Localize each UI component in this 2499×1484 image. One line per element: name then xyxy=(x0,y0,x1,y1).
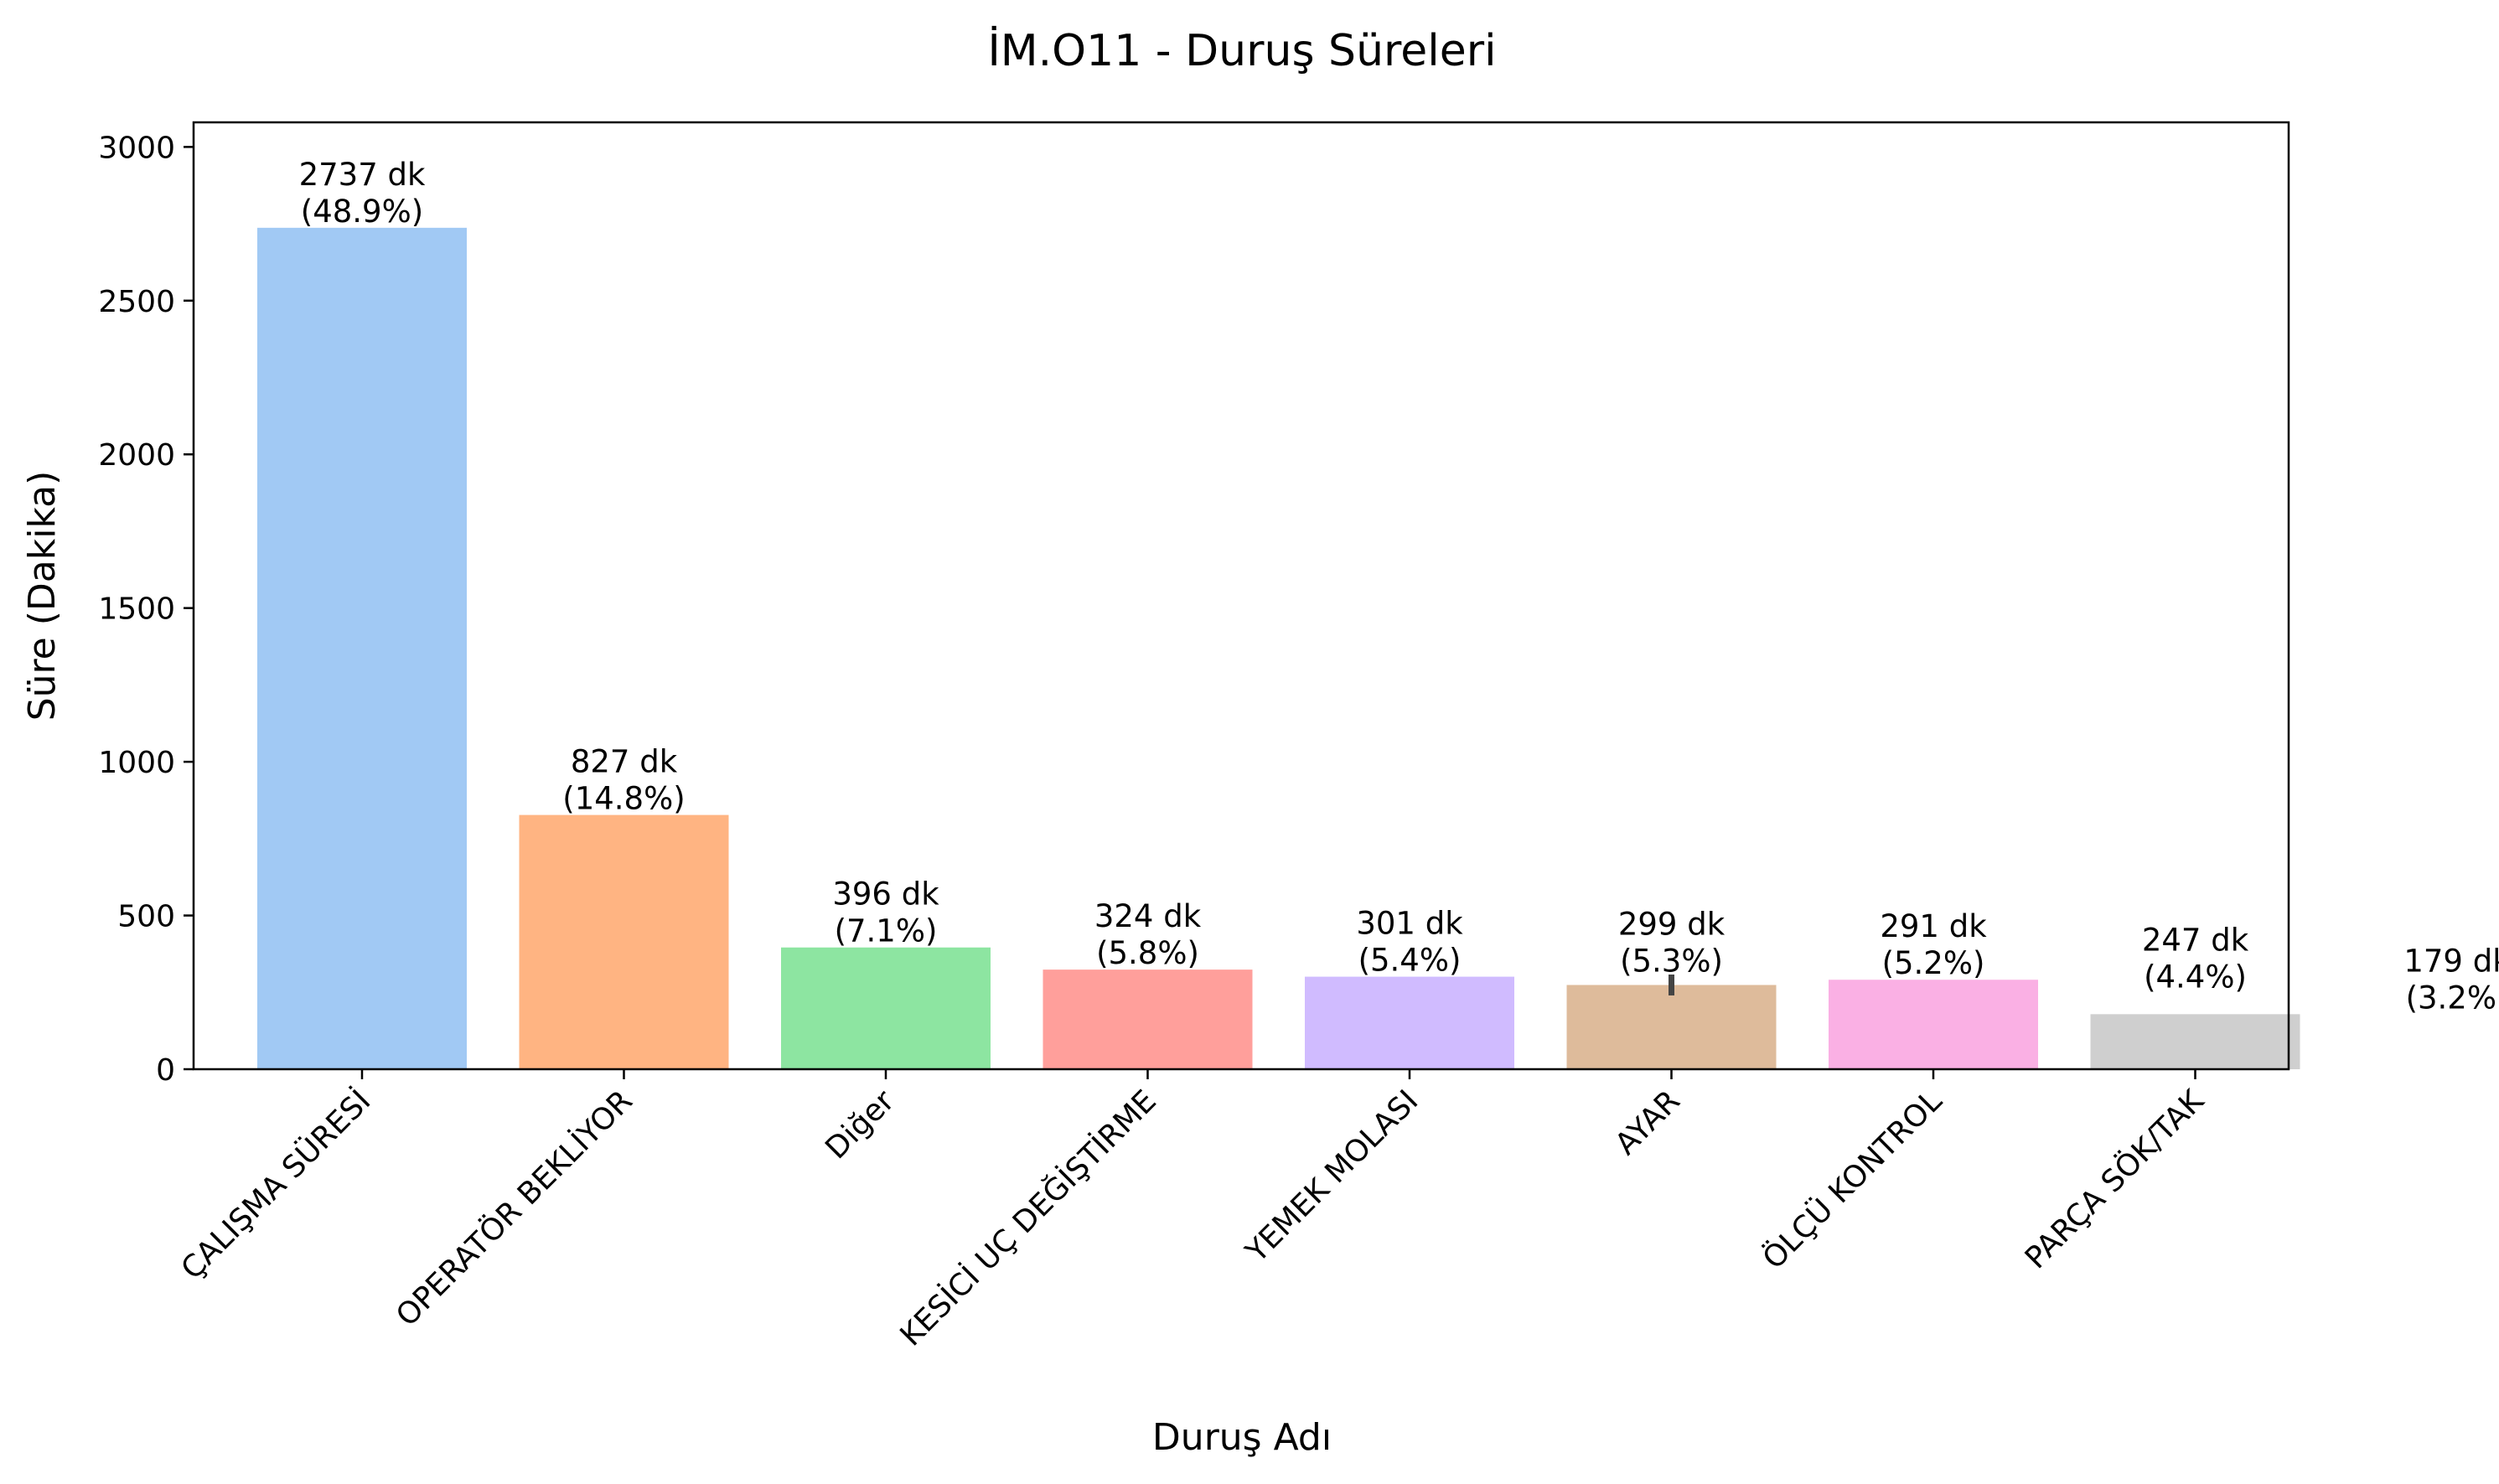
bar xyxy=(1566,985,1777,1069)
bar-percent-label: (5.8%) xyxy=(1096,935,1199,971)
y-axis-title: Süre (Dakika) xyxy=(21,471,64,721)
y-tick-label: 0 xyxy=(156,1053,175,1088)
bar-percent-label: (14.8%) xyxy=(562,781,685,817)
bar-value-label: 396 dk xyxy=(832,876,939,913)
bar xyxy=(257,227,467,1069)
bar-percent-label: (4.4%) xyxy=(2144,959,2247,995)
bar-percent-label: (5.3%) xyxy=(1620,943,1723,979)
y-tick-label: 1000 xyxy=(98,746,175,780)
y-axis: 0 500 1000 1500 2000 2500 3000 xyxy=(98,131,194,1088)
bar-percent-label: (3.2%) xyxy=(2406,980,2499,1016)
bar-value-label: 291 dk xyxy=(1880,908,1987,944)
bar-percent-label: (5.2%) xyxy=(1882,945,1985,981)
bar-percent-label: (5.4%) xyxy=(1358,943,1462,979)
bars-group xyxy=(257,227,2300,1069)
bar-value-label: 2737 dk xyxy=(299,157,426,193)
bar-percent-label: (7.1%) xyxy=(835,913,938,949)
bar-value-label: 324 dk xyxy=(1094,898,1202,934)
bar xyxy=(1305,976,1514,1069)
y-tick-label: 500 xyxy=(117,900,175,934)
bar-value-label: 301 dk xyxy=(1356,906,1463,942)
x-axis-title: Duruş Adı xyxy=(1152,1416,1332,1459)
plot-frame xyxy=(192,121,2290,1071)
bar-percent-label: (48.9%) xyxy=(301,194,423,230)
bar-value-label: 299 dk xyxy=(1618,906,1726,942)
bar-value-label: 247 dk xyxy=(2142,922,2249,958)
bar-value-label: 179 dk xyxy=(2403,943,2499,979)
bar-labels-group: 2737 dk(48.9%) 827 dk(14.8%) 396 dk(7.1%) 3… xyxy=(299,157,2499,1016)
bar xyxy=(1829,980,2038,1069)
y-tick-label: 3000 xyxy=(98,131,175,165)
bar-value-label: 827 dk xyxy=(571,744,678,780)
y-tick-label: 1500 xyxy=(98,592,175,627)
bar xyxy=(519,814,729,1069)
bar xyxy=(781,947,991,1069)
y-tick-label: 2000 xyxy=(98,438,175,473)
y-tick-label: 2500 xyxy=(98,285,175,319)
bar xyxy=(2090,1014,2300,1069)
chart-title: İM.O11 - Duruş Süreleri xyxy=(987,25,1496,76)
bar xyxy=(1043,970,1253,1069)
